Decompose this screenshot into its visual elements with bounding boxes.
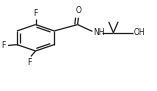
Text: F: F [1, 41, 5, 50]
Text: O: O [76, 6, 81, 15]
Text: F: F [27, 58, 32, 67]
Text: NH: NH [93, 28, 105, 37]
Text: OH: OH [134, 28, 145, 37]
Text: F: F [33, 9, 38, 18]
